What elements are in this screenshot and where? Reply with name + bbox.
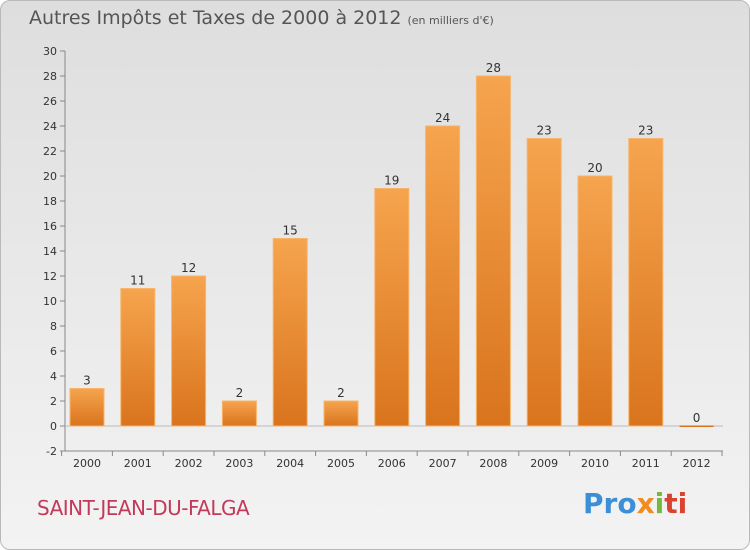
bar: [221, 400, 257, 427]
x-tick-label: 2008: [479, 457, 507, 470]
chart-title: Autres Impôts et Taxes de 2000 à 2012 (en…: [29, 7, 494, 29]
y-tick-label: 4: [50, 370, 57, 383]
x-tick-label: 2004: [276, 457, 304, 470]
bar: [526, 138, 562, 427]
chart-unit: (en milliers d'€): [407, 14, 494, 27]
bar: [628, 138, 664, 427]
city-name: SAINT-JEAN-DU-FALGA: [37, 496, 250, 520]
y-tick-label: 10: [43, 295, 57, 308]
bar-value-label: 2: [337, 386, 345, 400]
x-tick-label: 2001: [124, 457, 152, 470]
y-tick-label: 6: [50, 345, 57, 358]
y-tick-label: 12: [43, 270, 57, 283]
bar: [69, 388, 105, 427]
bar: [323, 400, 359, 427]
y-tick-label: 0: [50, 420, 57, 433]
bar: [272, 238, 308, 427]
x-tick-label: 2002: [175, 457, 203, 470]
chart-value-labels: 3 11 12 2 15 2 19 24 28 23 20 23 0: [83, 61, 700, 425]
x-tick-label: 2005: [327, 457, 355, 470]
bar: [171, 275, 207, 427]
bar-value-label: 20: [587, 161, 602, 175]
bar-value-label: 23: [638, 124, 653, 138]
bar: [475, 75, 511, 427]
bar: [577, 175, 613, 427]
x-tick-label: 2010: [581, 457, 609, 470]
y-tick-label: 22: [43, 145, 57, 158]
bar-value-label: 12: [181, 261, 196, 275]
bar: [120, 288, 156, 427]
y-tick-label: 24: [43, 120, 57, 133]
x-tick-label: 2000: [73, 457, 101, 470]
chart-title-text: Autres Impôts et Taxes de 2000 à 2012: [29, 7, 402, 29]
x-tick-label: 2006: [378, 457, 406, 470]
y-tick-label: 18: [43, 195, 57, 208]
y-tick-label: 20: [43, 170, 57, 183]
x-tick-label: 2003: [225, 457, 253, 470]
bar-value-label: 2: [236, 386, 244, 400]
logo-part: x: [636, 487, 655, 520]
y-tick-label: 30: [43, 45, 57, 58]
bar: [679, 425, 714, 427]
bar-value-label: 3: [83, 374, 91, 388]
bar: [374, 188, 410, 427]
bar-value-label: 0: [693, 411, 701, 425]
bar-value-label: 11: [130, 274, 145, 288]
x-tick-label: 2011: [632, 457, 660, 470]
chart-bars: [69, 75, 714, 427]
bar-value-label: 19: [384, 174, 399, 188]
logo-part: Pro: [583, 487, 637, 520]
bar: [425, 125, 461, 427]
y-tick-label: 8: [50, 320, 57, 333]
x-tick-label: 2009: [530, 457, 558, 470]
bar-value-label: 24: [435, 111, 450, 125]
proxiti-logo: Proxiti: [583, 487, 687, 520]
bar-value-label: 28: [486, 61, 501, 75]
x-tick-label: 2007: [429, 457, 457, 470]
y-tick-label: -2: [46, 445, 57, 458]
y-tick-label: 28: [43, 70, 57, 83]
bar-value-label: 23: [537, 124, 552, 138]
y-tick-label: 16: [43, 220, 57, 233]
y-tick-label: 26: [43, 95, 57, 108]
y-tick-label: 2: [50, 395, 57, 408]
logo-part: ti: [664, 487, 688, 520]
y-tick-label: 14: [43, 245, 57, 258]
bar-value-label: 15: [283, 224, 298, 238]
logo-part: i: [654, 487, 665, 520]
x-tick-label: 2012: [683, 457, 711, 470]
